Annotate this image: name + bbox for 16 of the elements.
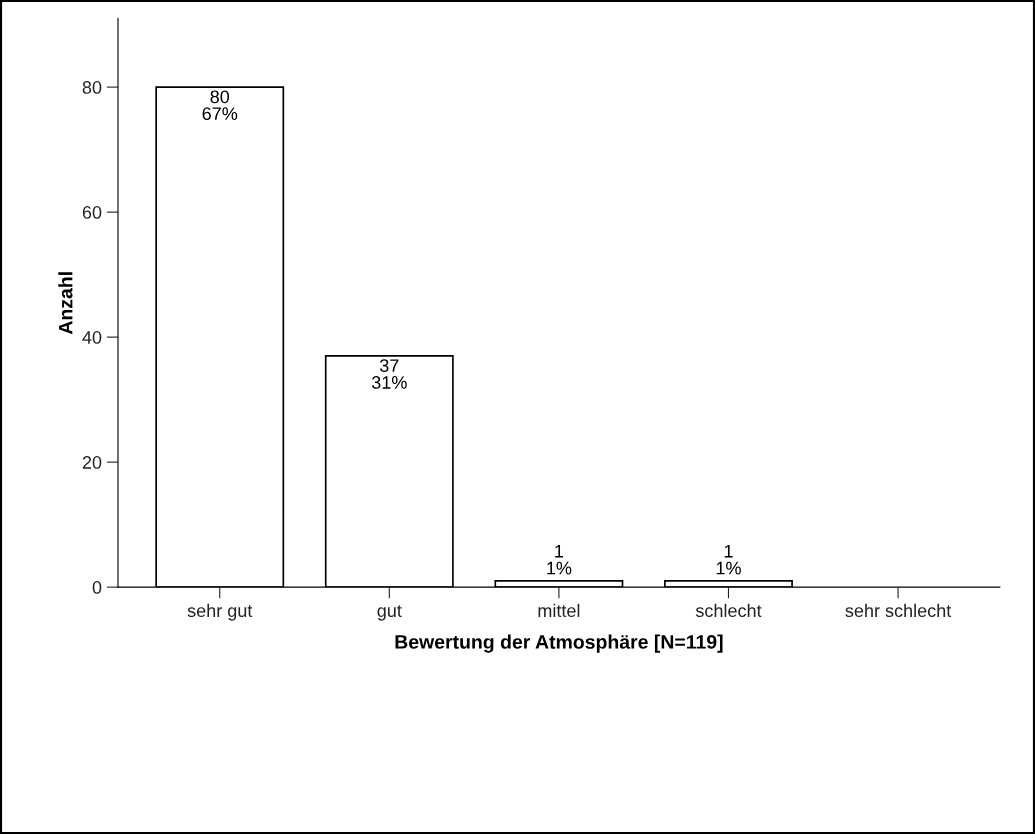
y-tick-label: 60 — [82, 206, 102, 219]
data-label: 1 1% — [547, 545, 572, 575]
x-tick-label: sehr schlecht — [845, 603, 952, 618]
y-axis-title: Anzahl — [58, 272, 73, 335]
x-tick-label: schlecht — [695, 603, 762, 618]
y-tick-label: 80 — [82, 81, 102, 94]
data-label: 80 67% — [202, 90, 238, 121]
x-tick-label: gut — [377, 605, 402, 621]
y-tick-label: 40 — [82, 331, 102, 344]
x-tick-label: mittel — [538, 603, 580, 618]
data-label: 1 1% — [716, 545, 741, 575]
x-axis-title: Bewertung der Atmosphäre [N=119] — [395, 634, 723, 653]
x-tick-label: sehr gut — [187, 603, 253, 621]
y-tick-label: 20 — [82, 456, 102, 469]
y-tick-label: 0 — [92, 581, 102, 594]
data-label: 37 31% — [371, 359, 407, 389]
